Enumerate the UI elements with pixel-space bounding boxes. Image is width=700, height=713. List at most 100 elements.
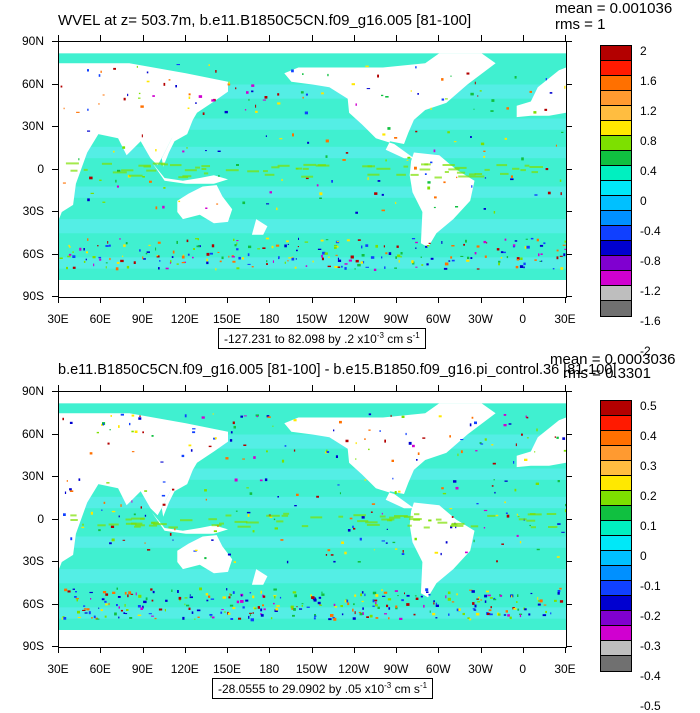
field-speckle <box>296 606 298 608</box>
field-speckle <box>328 618 332 621</box>
field-speckle <box>467 617 470 619</box>
colorbar-swatch <box>601 611 631 626</box>
field-speckle <box>348 259 352 262</box>
x-tick-mark <box>269 35 271 41</box>
colorbar-swatch <box>601 521 631 536</box>
field-speckle <box>368 413 372 416</box>
field-speckle <box>387 127 391 130</box>
field-speckle <box>118 606 120 609</box>
field-speckle <box>526 416 529 419</box>
field-speckle <box>487 612 491 616</box>
colorbar-label: -0.8 <box>640 254 661 268</box>
field-speckle <box>339 420 342 424</box>
field-speckle <box>384 266 386 269</box>
field-speckle <box>510 175 513 178</box>
field-speckle <box>66 266 68 270</box>
field-speckle <box>253 456 256 459</box>
field-speckle <box>458 608 461 611</box>
x-tick-mark <box>184 297 186 303</box>
y-tick-mark <box>52 168 58 170</box>
field-speckle <box>496 248 500 251</box>
field-speckle <box>77 616 81 619</box>
field-speckle <box>425 245 428 248</box>
x-tick-mark <box>227 35 228 41</box>
x-tick-mark <box>311 647 313 653</box>
field-speckle <box>484 177 487 179</box>
field-speckle <box>138 417 142 420</box>
field-speckle <box>557 592 560 595</box>
field-speckle <box>472 608 476 610</box>
field-speckle <box>417 452 420 455</box>
x-tick-mark <box>438 35 440 41</box>
field-speckle <box>87 198 90 202</box>
field-band <box>168 526 178 529</box>
field-speckle <box>287 243 289 245</box>
colorbar <box>600 45 632 317</box>
field-speckle <box>395 256 397 259</box>
field-band <box>65 162 79 165</box>
field-speckle <box>375 604 378 607</box>
field-speckle <box>490 110 494 112</box>
field-speckle <box>456 593 458 596</box>
field-speckle <box>131 414 135 417</box>
field-band <box>410 173 419 176</box>
field-speckle <box>498 260 501 263</box>
field-speckle <box>229 439 233 442</box>
field-speckle <box>69 421 73 424</box>
field-speckle <box>274 609 278 612</box>
field-speckle <box>560 267 564 270</box>
stat-rms: rms = 1 <box>555 16 606 33</box>
x-tick-mark <box>58 385 59 391</box>
colorbar-label: 0 <box>640 194 647 208</box>
field-speckle <box>248 98 250 101</box>
field-speckle <box>162 503 166 506</box>
field-speckle <box>155 149 157 152</box>
colorbar-swatch <box>601 226 631 241</box>
field-speckle <box>199 587 202 591</box>
map-plot <box>58 41 567 298</box>
field-speckle <box>106 482 110 484</box>
colorbar-swatch <box>601 91 631 106</box>
field-speckle <box>114 612 117 616</box>
x-tick-mark <box>58 297 59 303</box>
field-speckle <box>467 256 470 259</box>
field-speckle <box>151 615 154 617</box>
field-speckle <box>240 600 244 603</box>
field-speckle <box>255 414 259 417</box>
field-speckle <box>406 594 410 597</box>
field-speckle <box>379 430 381 432</box>
field-speckle <box>248 245 252 249</box>
field-speckle <box>130 593 134 595</box>
field-speckle <box>215 268 217 271</box>
field-speckle <box>93 615 96 619</box>
field-band <box>367 173 380 176</box>
field-speckle <box>72 255 76 258</box>
field-speckle <box>87 69 89 72</box>
field-speckle <box>472 602 475 605</box>
field-speckle <box>563 449 566 452</box>
field-speckle <box>313 598 317 602</box>
x-tick-mark <box>142 647 144 653</box>
colorbar-swatch <box>601 581 631 596</box>
field-speckle <box>214 437 217 440</box>
colorbar-swatch <box>601 476 631 491</box>
field-speckle <box>118 515 120 518</box>
y-tick-mark <box>566 561 572 562</box>
field-band <box>450 524 464 527</box>
field-speckle <box>449 508 453 510</box>
field-speckle <box>284 261 286 264</box>
field-speckle <box>179 599 181 602</box>
field-speckle <box>337 257 339 260</box>
field-speckle <box>79 247 82 251</box>
field-speckle <box>449 435 451 438</box>
x-tick-mark <box>353 647 355 653</box>
field-speckle <box>433 602 435 605</box>
field-speckle <box>138 594 142 598</box>
field-speckle <box>204 557 207 560</box>
field-band <box>444 171 449 173</box>
x-tick-label: 30W <box>468 662 493 676</box>
land-mass <box>151 162 228 184</box>
field-band <box>454 166 467 169</box>
x-tick-label: 150E <box>212 662 242 676</box>
field-speckle <box>345 152 349 154</box>
